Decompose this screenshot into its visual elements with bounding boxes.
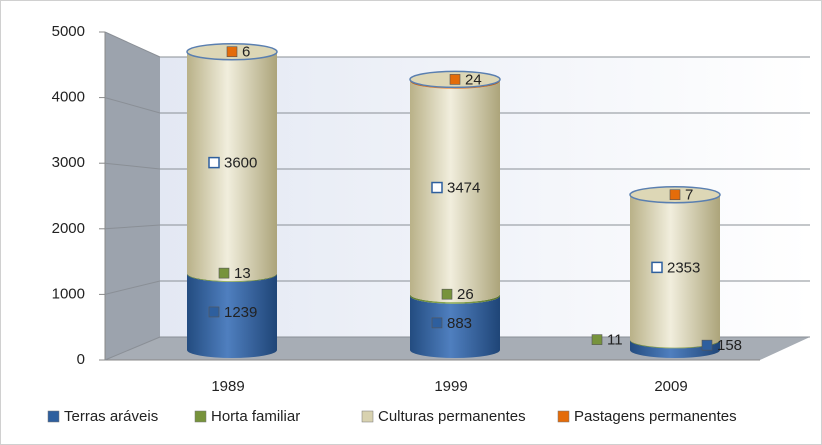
y-tick-label: 0 — [77, 351, 85, 368]
y-tick-label: 3000 — [52, 154, 85, 171]
legend-label: Culturas permanentes — [378, 408, 526, 425]
legend-swatch — [361, 410, 374, 423]
data-label: 26 — [457, 286, 474, 303]
y-tick-label: 5000 — [52, 23, 85, 40]
data-label: 7 — [685, 187, 693, 204]
cylinder-segment — [410, 80, 500, 303]
x-tick-label: 1989 — [211, 378, 244, 395]
label-marker — [669, 189, 681, 201]
data-label: 24 — [465, 71, 482, 88]
data-label: 3600 — [224, 155, 257, 172]
data-label: 13 — [234, 265, 251, 282]
label-marker — [208, 306, 220, 318]
cylinder-segment — [630, 340, 720, 358]
data-label: 158 — [717, 337, 742, 354]
label-marker — [218, 267, 230, 279]
y-tick-label: 2000 — [52, 220, 85, 237]
label-marker — [431, 317, 443, 329]
label-marker — [449, 74, 461, 85]
legend-label: Pastagens permanentes — [574, 408, 737, 425]
cylinder-segment — [410, 295, 500, 358]
side-wall — [105, 32, 160, 360]
legend-swatch — [194, 410, 207, 423]
data-label: 6 — [242, 44, 250, 61]
label-marker — [651, 261, 663, 274]
y-tick-label: 1000 — [52, 285, 85, 302]
label-marker — [441, 288, 453, 300]
x-tick-label: 1999 — [434, 378, 467, 395]
grid-diagonal — [104, 31, 161, 58]
data-label: 3474 — [447, 180, 480, 197]
data-label: 883 — [447, 315, 472, 332]
grid-diagonal — [104, 336, 161, 361]
legend-label: Horta familiar — [211, 408, 300, 425]
cylinder-segment — [187, 273, 277, 358]
grid-diagonal — [104, 97, 161, 114]
data-label: 1239 — [224, 304, 257, 321]
cylinder-segment — [187, 52, 277, 282]
grid-diagonal — [104, 162, 161, 170]
y-tick-label: 4000 — [52, 89, 85, 106]
x-tick-label: 2009 — [654, 378, 687, 395]
data-label: 2353 — [667, 259, 700, 276]
cylinder-segment — [410, 294, 500, 304]
grid-diagonal — [104, 280, 161, 295]
label-marker — [701, 339, 713, 351]
label-marker — [591, 334, 603, 345]
legend-swatch — [47, 410, 60, 423]
label-marker — [431, 181, 443, 194]
legend-label: Terras aráveis — [64, 408, 158, 425]
legend-swatch — [557, 410, 570, 423]
data-label: 11 — [607, 332, 623, 349]
grid-diagonal — [104, 224, 161, 230]
label-marker — [208, 156, 220, 169]
label-marker — [226, 46, 238, 58]
cylinder-segment — [630, 195, 720, 348]
